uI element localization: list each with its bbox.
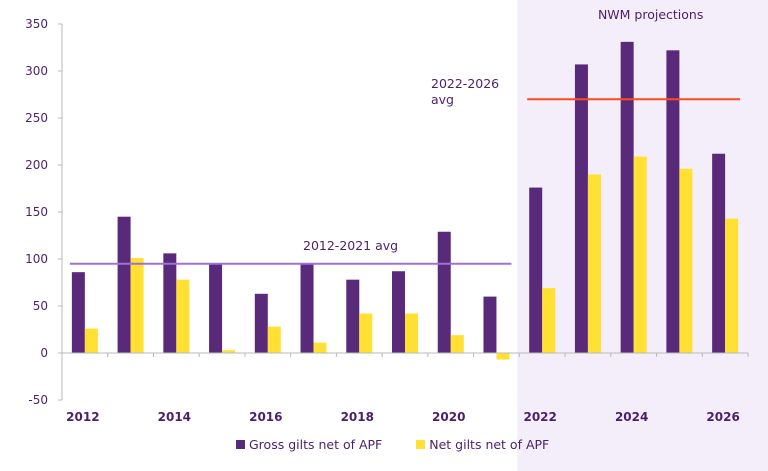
avg-2022-2026-label-line2: avg	[431, 92, 454, 107]
x-tick-label-2014: 2014	[158, 410, 191, 424]
legend-label-gross: Gross gilts net of APF	[249, 437, 383, 452]
legend-item-gross: Gross gilts net of APF	[236, 437, 382, 452]
avg-2022-2026-label-line1: 2022-2026	[431, 76, 499, 91]
gross-bar-2021	[483, 296, 497, 353]
legend-swatch-net	[416, 440, 426, 449]
net-bar-2012	[84, 328, 98, 353]
net-bar-2018	[359, 313, 373, 353]
y-tick-label: 300	[25, 64, 48, 78]
net-bar-2024	[633, 156, 647, 353]
gross-bar-2019	[392, 271, 405, 353]
y-tick-label: 150	[25, 205, 48, 219]
net-bar-2019	[405, 313, 418, 353]
legend-swatch-gross	[236, 440, 245, 449]
gross-bar-2018	[346, 279, 360, 353]
net-bar-2014	[176, 279, 190, 353]
y-tick-label: 200	[25, 158, 48, 172]
gross-bar-2026	[712, 153, 726, 353]
x-tick-label-2026: 2026	[706, 410, 739, 424]
gross-bar-2025	[666, 50, 680, 353]
reference-lines	[69, 98, 741, 265]
gross-bar-2015	[209, 263, 223, 353]
net-bar-2016	[267, 326, 281, 353]
gross-bar-2012	[71, 272, 85, 353]
net-bar-2021	[496, 353, 510, 360]
x-tick-label-2022: 2022	[523, 410, 556, 424]
net-bar-2017	[313, 342, 327, 353]
gross-bar-2020	[437, 231, 451, 353]
gross-bar-2023	[574, 64, 588, 354]
gross-bar-2024	[620, 41, 634, 354]
net-bar-2022	[542, 288, 556, 353]
y-tick-label: 350	[25, 17, 48, 31]
y-tick-label: -50	[28, 393, 48, 407]
net-bar-2013	[130, 258, 144, 353]
net-bar-2023	[587, 174, 601, 353]
x-tick-label-2016: 2016	[249, 410, 282, 424]
net-bar-2026	[725, 218, 739, 353]
x-tick-label-2020: 2020	[432, 410, 465, 424]
legend-item-net: Net gilts net of APF	[416, 437, 549, 452]
gross-bar-2014	[163, 253, 177, 353]
avg-2012-2021-label: 2012-2021 avg	[303, 238, 398, 253]
y-tick-label: 0	[40, 346, 48, 360]
y-tick-label: 250	[25, 111, 48, 125]
net-bar-2015	[222, 350, 236, 353]
gross-bar-2013	[117, 216, 131, 353]
x-tick-label-2018: 2018	[341, 410, 374, 424]
y-tick-label: 50	[33, 299, 48, 313]
bars	[71, 41, 739, 360]
y-axis: -50 0 50 100 150 200 250 300 350	[25, 17, 63, 407]
net-bar-2025	[679, 168, 693, 353]
y-tick-label: 100	[25, 252, 48, 266]
net-bar-2020	[450, 335, 464, 353]
gross-bar-2022	[529, 187, 543, 353]
x-tick-label-2024: 2024	[615, 410, 648, 424]
projections-label: NWM projections	[598, 7, 703, 22]
x-axis: 2012 2014 2016 2018 2020 2022 2024 2026	[61, 352, 749, 424]
legend: Gross gilts net of APF Net gilts net of …	[236, 437, 549, 452]
gross-bar-2016	[254, 293, 268, 353]
x-tick-label-2012: 2012	[66, 410, 99, 424]
avg-2022-2026-label: 2022-2026 avg	[431, 76, 503, 107]
gross-bar-2017	[300, 263, 314, 353]
legend-label-net: Net gilts net of APF	[429, 437, 550, 452]
